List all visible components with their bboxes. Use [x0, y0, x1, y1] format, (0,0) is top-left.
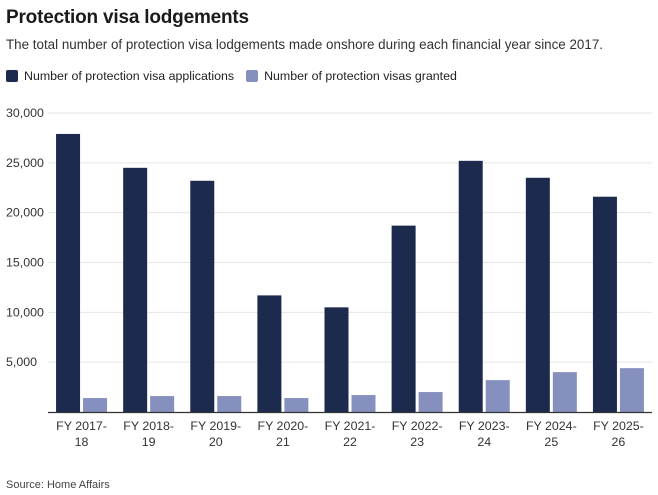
y-tick-label: 15,000 — [6, 256, 44, 270]
bar-chart: 30,000 25,000 20,000 15,000 10,000 5,000 FY 20… — [6, 106, 652, 449]
x-tick-label: 22 — [343, 435, 357, 449]
bar-applications — [458, 160, 483, 412]
y-tick-label: 25,000 — [6, 156, 44, 170]
x-tick-label: 20 — [209, 435, 223, 449]
bar-applications — [190, 180, 215, 412]
source-note: Source: Home Affairs — [6, 479, 110, 491]
x-tick-label: 24 — [477, 435, 491, 449]
x-tick-label: FY 2023- — [459, 419, 510, 433]
chart-title: Protection visa lodgements — [6, 7, 249, 28]
x-tick-label: FY 2025- — [593, 419, 644, 433]
bar-granted — [150, 396, 175, 412]
legend-label-applications: Number of protection visa applications — [24, 69, 235, 83]
y-tick-label: 5,000 — [6, 355, 37, 369]
bar-granted — [418, 392, 443, 412]
x-tick-label: 23 — [410, 435, 424, 449]
bar-granted — [552, 372, 577, 412]
bar-granted — [485, 380, 510, 412]
y-tick-label: 30,000 — [6, 106, 44, 120]
x-tick-label: FY 2022- — [392, 419, 443, 433]
legend: Number of protection visa applications N… — [6, 69, 469, 83]
bar-applications — [123, 167, 148, 412]
legend-item-applications: Number of protection visa applications — [6, 69, 234, 83]
legend-swatch-applications — [6, 70, 18, 82]
x-tick-label: FY 2024- — [526, 419, 577, 433]
legend-swatch-granted — [246, 70, 259, 82]
bar-granted — [351, 395, 376, 412]
x-tick-label: FY 2019- — [190, 419, 241, 433]
bar-granted — [284, 398, 309, 412]
bar-granted — [619, 368, 644, 412]
bar-applications — [56, 133, 81, 412]
bar-granted — [217, 396, 242, 412]
bar-applications — [257, 295, 282, 412]
x-tick-label: 21 — [276, 435, 290, 449]
x-tick-label: 18 — [75, 435, 89, 449]
x-tick-label: FY 2018- — [123, 419, 174, 433]
x-tick-label: FY 2017- — [56, 419, 107, 433]
bar-applications — [592, 196, 617, 412]
x-tick-label: 26 — [612, 435, 626, 449]
x-tick-label: FY 2021- — [325, 419, 376, 433]
chart-subtitle: The total number of protection visa lodg… — [6, 37, 603, 52]
legend-item-granted: Number of protection visas granted — [246, 69, 457, 83]
bar-granted — [83, 398, 108, 412]
bar-applications — [391, 225, 416, 412]
legend-label-granted: Number of protection visas granted — [264, 69, 457, 83]
y-tick-label: 10,000 — [6, 305, 44, 319]
x-tick-label: FY 2020- — [258, 419, 309, 433]
bar-applications — [525, 177, 550, 412]
y-tick-label: 20,000 — [6, 206, 44, 220]
bar-applications — [324, 307, 349, 412]
x-tick-label: 19 — [142, 435, 156, 449]
x-tick-label: 25 — [544, 435, 558, 449]
